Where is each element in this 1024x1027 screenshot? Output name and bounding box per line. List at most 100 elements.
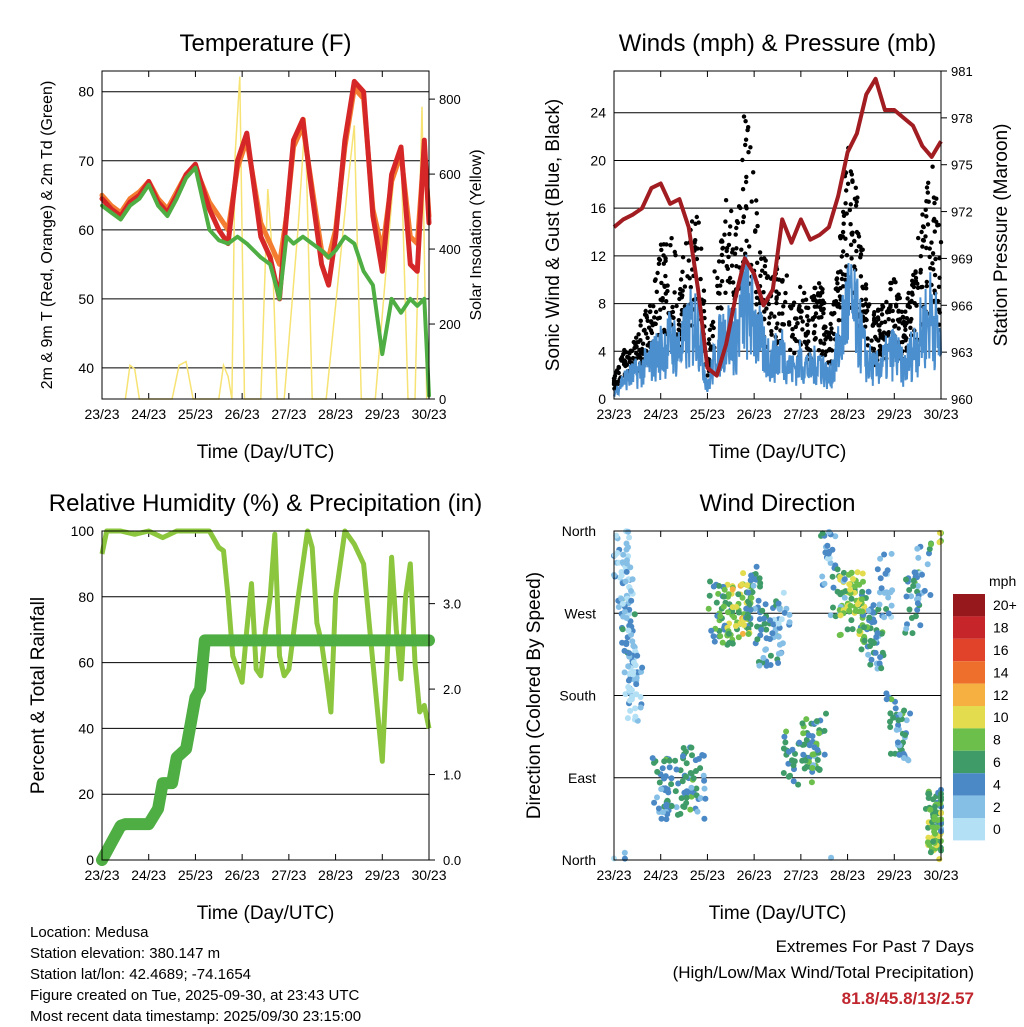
gust-point bbox=[903, 309, 908, 314]
y-right-tick-label: 966 bbox=[951, 298, 973, 313]
gust-point bbox=[769, 311, 774, 316]
gust-point bbox=[774, 289, 779, 294]
direction-point bbox=[803, 736, 810, 743]
station-info: Location: Medusa Station elevation: 380.… bbox=[30, 922, 361, 1027]
direction-point bbox=[743, 605, 750, 612]
direction-point bbox=[874, 566, 881, 573]
y-right-tick-label: 963 bbox=[951, 345, 973, 360]
gust-point bbox=[769, 329, 774, 334]
direction-point bbox=[872, 649, 879, 656]
direction-point bbox=[680, 745, 687, 751]
y-tick-label: 100 bbox=[71, 523, 95, 539]
gust-point bbox=[906, 290, 911, 296]
gust-point bbox=[678, 277, 684, 282]
direction-point bbox=[876, 601, 883, 608]
gust-point bbox=[723, 198, 729, 203]
gust-point bbox=[823, 324, 828, 330]
gust-point bbox=[672, 290, 677, 295]
direction-point bbox=[639, 664, 646, 671]
gust-point bbox=[853, 185, 858, 190]
y-tick-label: 16 bbox=[590, 200, 606, 216]
direction-point bbox=[795, 781, 802, 788]
direction-point bbox=[753, 563, 760, 570]
gust-point bbox=[619, 355, 625, 360]
gust-point bbox=[651, 304, 656, 309]
gust-point bbox=[732, 251, 738, 256]
direction-point bbox=[651, 799, 658, 806]
station-location: Location: Medusa bbox=[30, 924, 149, 941]
direction-point bbox=[619, 639, 626, 646]
gust-point bbox=[806, 318, 811, 323]
gust-point bbox=[822, 300, 827, 306]
x-tick-label: 27/23 bbox=[783, 406, 818, 422]
direction-point bbox=[661, 758, 668, 765]
gust-point bbox=[816, 315, 822, 320]
direction-point bbox=[694, 808, 701, 815]
gust-point bbox=[670, 304, 675, 310]
gust-point bbox=[888, 287, 893, 292]
direction-point bbox=[847, 602, 854, 609]
colorbar-label: 12 bbox=[993, 687, 1009, 703]
gust-point bbox=[774, 296, 779, 302]
gust-point bbox=[643, 331, 649, 336]
direction-point bbox=[629, 576, 636, 583]
x-tick-label: 27/23 bbox=[271, 406, 306, 422]
direction-point bbox=[840, 569, 847, 576]
direction-point bbox=[925, 834, 932, 841]
gust-point bbox=[757, 250, 763, 255]
direction-point bbox=[786, 619, 793, 626]
colorbar-label: 20+ bbox=[993, 597, 1017, 613]
extremes-values: 81.8/45.8/13/2.57 bbox=[841, 989, 974, 1008]
direction-point bbox=[690, 775, 697, 782]
direction-point bbox=[819, 573, 826, 580]
gust-point bbox=[930, 251, 936, 256]
gust-point bbox=[865, 336, 870, 341]
gust-point bbox=[680, 255, 686, 260]
direction-point bbox=[856, 627, 863, 634]
direction-point bbox=[619, 626, 626, 633]
gust-point bbox=[711, 325, 716, 331]
direction-point bbox=[630, 643, 637, 650]
direction-point bbox=[663, 816, 670, 823]
gust-point bbox=[659, 247, 664, 253]
gust-point bbox=[653, 321, 658, 327]
gust-point bbox=[849, 256, 854, 261]
gust-point bbox=[790, 303, 796, 308]
direction-point bbox=[744, 582, 751, 589]
y-axis-label: 2m & 9m T (Red, Orange) & 2m Td (Green) bbox=[39, 81, 56, 390]
y-right-tick-label: 0.0 bbox=[443, 853, 461, 868]
gust-point bbox=[798, 315, 803, 320]
direction-point bbox=[623, 568, 630, 575]
gust-point bbox=[727, 275, 733, 281]
direction-point bbox=[827, 560, 834, 566]
gust-point bbox=[744, 238, 749, 243]
direction-point bbox=[688, 784, 695, 791]
gust-point bbox=[760, 268, 765, 273]
y-right-tick-label: 969 bbox=[951, 251, 973, 266]
direction-point bbox=[824, 555, 831, 562]
gust-point bbox=[647, 303, 653, 308]
direction-point bbox=[724, 641, 731, 648]
gust-point bbox=[826, 348, 832, 353]
x-tick-label: 30/23 bbox=[411, 406, 446, 422]
gust-point bbox=[727, 231, 732, 237]
gust-point bbox=[831, 302, 836, 307]
colorbar-swatch bbox=[953, 818, 985, 841]
direction-point bbox=[654, 768, 661, 775]
direction-point bbox=[800, 751, 807, 758]
y-axis-label: Direction (Colored By Speed) bbox=[524, 572, 545, 819]
gust-point bbox=[936, 284, 942, 289]
gust-point bbox=[816, 348, 822, 353]
direction-point bbox=[824, 542, 831, 549]
gust-point bbox=[677, 291, 683, 296]
gust-point bbox=[634, 351, 639, 356]
direction-point bbox=[706, 592, 713, 599]
direction-point bbox=[702, 795, 709, 802]
gust-point bbox=[636, 339, 641, 345]
direction-point bbox=[928, 541, 934, 548]
gust-point bbox=[701, 298, 707, 304]
direction-point bbox=[809, 751, 816, 758]
gust-point bbox=[811, 293, 817, 299]
gust-point bbox=[723, 290, 728, 295]
gust-point bbox=[924, 283, 929, 289]
